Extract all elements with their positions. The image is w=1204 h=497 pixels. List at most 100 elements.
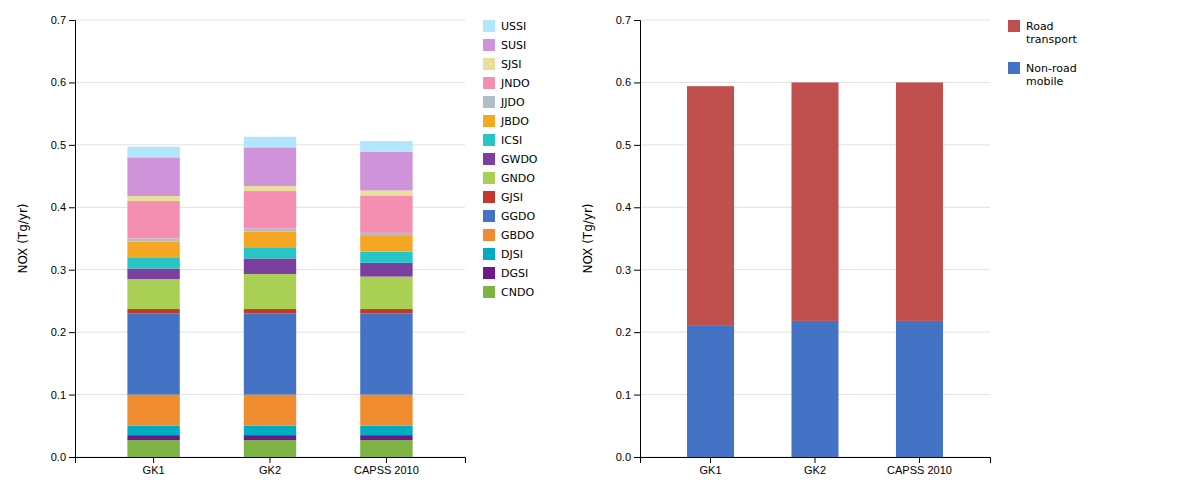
grid [640, 20, 990, 457]
y-tick-mark [634, 20, 640, 21]
legend-label: DJSI [501, 248, 523, 261]
legend-swatch [483, 210, 495, 222]
bar-series [127, 137, 412, 158]
x-tick: GK1 [700, 457, 722, 476]
x-tick-label: CAPSS 2010 [354, 464, 419, 476]
bar-segment [360, 395, 412, 426]
y-tick-label: 0.1 [51, 389, 66, 401]
legend-swatch [483, 191, 495, 203]
x-tick-mark [815, 457, 816, 463]
y-tick-label: 0.7 [616, 14, 631, 26]
bar-segment [244, 435, 296, 440]
legend-swatch [483, 267, 495, 279]
bar-segment [360, 440, 412, 457]
legend-label: GNDO [501, 172, 535, 185]
bar-series [127, 313, 412, 394]
bar-series [127, 274, 412, 309]
y-tick: 0.4 [51, 201, 75, 213]
x-tick-mark [270, 457, 271, 463]
y-axis: 0.00.10.20.30.40.50.60.7 [51, 14, 76, 463]
grid-line [75, 20, 465, 21]
y-tick-mark [69, 145, 75, 146]
x-axis-line [641, 458, 991, 464]
bar-series [127, 395, 412, 426]
legend-label: SUSI [501, 39, 526, 52]
y-axis-line [634, 21, 641, 458]
legend-item: Non-roadmobile [1008, 62, 1077, 88]
x-tick-mark [919, 457, 920, 463]
y-tick-mark [69, 332, 75, 333]
y-tick: 0.3 [616, 264, 640, 276]
legend-item: JNDO [483, 77, 530, 90]
bar-segment [687, 326, 734, 457]
legend-label: CNDO [501, 286, 534, 299]
bar-segment [360, 263, 412, 277]
legend-label: JBDO [500, 115, 529, 128]
bar-segment [244, 440, 296, 457]
bar-segment [127, 309, 179, 313]
legend-label: GJSI [501, 191, 523, 204]
legend-swatch [483, 96, 495, 108]
legend-swatch [483, 248, 495, 260]
panel: 0.00.10.20.30.40.50.60.7GK1GK2CAPSS 2010… [581, 14, 1078, 476]
x-tick: GK2 [259, 457, 281, 476]
grid [75, 20, 465, 457]
legend-swatch [483, 20, 495, 32]
x-tick-label: CAPSS 2010 [887, 464, 952, 476]
y-tick: 0.7 [616, 14, 640, 26]
bar-segment [360, 152, 412, 191]
bar-segment [360, 190, 412, 195]
legend-item: USSI [483, 20, 526, 33]
bar-segment [791, 321, 838, 457]
legend-swatch [483, 229, 495, 241]
legend: USSISUSISJSIJNDOJJDOJBDOICSIGWDOGNDOGJSI… [483, 20, 538, 299]
y-tick-label: 0.3 [51, 264, 66, 276]
y-tick: 0.6 [51, 76, 75, 88]
plot-area [127, 137, 412, 457]
legend-label: Non-roadmobile [1026, 62, 1077, 88]
y-tick-label: 0.2 [616, 326, 631, 338]
bar-segment [244, 186, 296, 191]
x-tick-mark [386, 457, 387, 463]
bar-segment [244, 426, 296, 435]
bar-series [127, 435, 412, 440]
bar-segment [127, 147, 179, 158]
bar-segment [127, 242, 179, 258]
y-tick-mark [634, 395, 640, 396]
legend-swatch [483, 134, 495, 146]
y-tick: 0.1 [616, 389, 640, 401]
legend-label: DGSI [501, 267, 528, 280]
bar-segment [244, 258, 296, 274]
bar-segment [687, 86, 734, 326]
x-tick: GK2 [804, 457, 826, 476]
legend-item: GJSI [483, 191, 523, 204]
x-tick: CAPSS 2010 [354, 457, 419, 476]
bar-segment [244, 137, 296, 148]
y-tick-mark [69, 82, 75, 83]
bar-series [127, 440, 412, 457]
bar-segment [360, 313, 412, 394]
legend-swatch [1008, 20, 1020, 32]
y-tick-mark [69, 395, 75, 396]
legend-swatch [483, 115, 495, 127]
grid-line [640, 20, 990, 21]
y-tick-mark [634, 332, 640, 333]
y-tick-label: 0.3 [616, 264, 631, 276]
y-tick-mark [634, 145, 640, 146]
x-axis: GK1GK2CAPSS 2010 [76, 457, 466, 476]
legend: RoadtransportNon-roadmobile [1008, 20, 1078, 88]
bar-series [127, 147, 412, 196]
y-tick-mark [634, 270, 640, 271]
y-tick-mark [69, 457, 75, 458]
legend-item: SJSI [483, 58, 521, 71]
bar-segment [360, 236, 412, 252]
bar-series [687, 321, 943, 457]
y-tick-label: 0.6 [51, 76, 66, 88]
y-tick: 0.6 [616, 76, 640, 88]
legend-swatch [483, 286, 495, 298]
plot-area [687, 82, 943, 457]
x-tick: CAPSS 2010 [887, 457, 952, 476]
bar-segment [127, 279, 179, 309]
legend-item: GGDO [483, 210, 536, 223]
y-tick-mark [634, 207, 640, 208]
